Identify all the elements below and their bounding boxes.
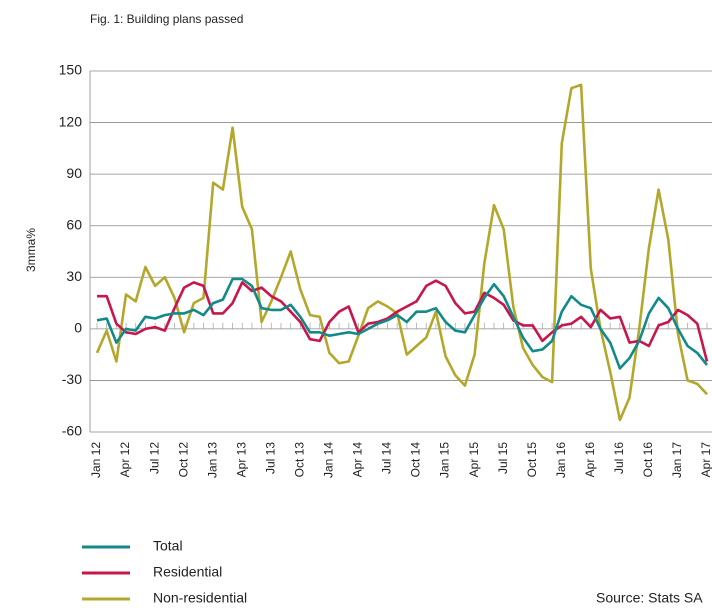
x-tick-label: Apr 13	[234, 442, 248, 478]
y-tick-label: 0	[74, 320, 82, 336]
x-tick-label: Oct 12	[176, 442, 190, 478]
y-tick-label: -60	[62, 423, 82, 439]
x-tick-label: Jan 12	[89, 442, 103, 478]
x-tick-label: Oct 16	[641, 442, 655, 478]
x-tick-label: Jul 14	[380, 442, 394, 474]
y-tick-label: 120	[59, 113, 83, 129]
y-tick-label: 90	[66, 165, 82, 181]
x-tick-label: Jan 17	[670, 442, 684, 478]
x-tick-label: Apr 15	[467, 442, 481, 478]
x-tick-label: Jul 16	[612, 442, 626, 474]
y-axis-label: 3mma%	[24, 228, 38, 272]
x-tick-label: Apr 12	[118, 442, 132, 478]
x-tick-label: Oct 14	[409, 442, 423, 478]
x-tick-label: Apr 17	[699, 442, 712, 478]
line-series	[96, 277, 709, 370]
x-tick-label: Jan 14	[322, 442, 336, 478]
x-tick-label: Jul 13	[263, 442, 277, 474]
y-tick-label: 60	[66, 216, 82, 232]
x-tick-label: Apr 16	[583, 442, 597, 478]
source: Source: Stats SA	[596, 590, 703, 606]
legend-label: Residential	[153, 564, 222, 580]
x-tick-label: Oct 15	[525, 442, 539, 478]
x-tick-label: Oct 13	[293, 442, 307, 478]
x-tick-label: Jul 15	[496, 442, 510, 474]
y-tick-label: 30	[66, 268, 82, 284]
legend-label: Total	[153, 538, 183, 554]
x-tick-label: Jan 16	[554, 442, 568, 478]
legend-label: Non-residential	[153, 590, 247, 606]
x-tick-label: Jul 12	[147, 442, 161, 474]
x-tick-label: Apr 14	[351, 442, 365, 478]
y-tick-label: -30	[62, 371, 82, 387]
line-series	[97, 279, 709, 362]
x-tick-label: Jan 13	[205, 442, 219, 478]
y-tick-label: 150	[59, 62, 83, 78]
line-series	[95, 83, 708, 422]
chart-title: Fig. 1: Building plans passed	[90, 12, 243, 26]
x-tick-label: Jan 15	[438, 442, 452, 478]
